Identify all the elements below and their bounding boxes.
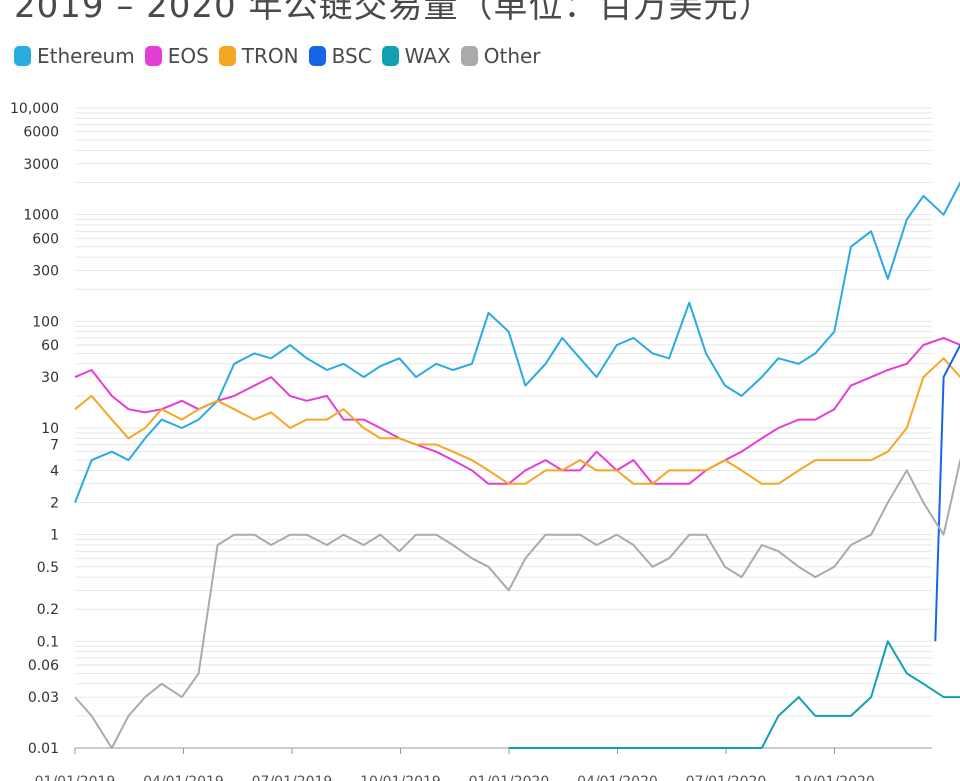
legend-label: WAX [404, 44, 451, 68]
legend-label: Other [483, 44, 541, 68]
legend-swatch [144, 46, 162, 66]
x-tick-label: 04/01/2019 [143, 774, 224, 781]
legend-label: Ethereum [37, 44, 135, 68]
legend-item-wax[interactable]: WAX [381, 44, 451, 68]
x-tick-label: 07/01/2019 [252, 774, 333, 781]
y-tick-label: 4 [50, 463, 59, 479]
y-tick-label: 2 [50, 496, 59, 512]
legend-swatch [381, 46, 399, 66]
y-tick-label: 0.2 [37, 602, 59, 618]
legend-item-ethereum[interactable]: Ethereum [14, 44, 135, 68]
series-line-wax [508, 640, 960, 749]
y-tick-label: 1000 [23, 208, 59, 224]
y-tick-label: 3000 [23, 157, 59, 173]
legend-item-tron[interactable]: TRON [218, 44, 299, 68]
y-tick-label: 0.03 [28, 690, 59, 706]
y-tick-label: 1 [50, 528, 59, 544]
x-tick-label: 01/01/2020 [469, 774, 550, 781]
legend-label: TRON [241, 44, 299, 68]
legend-swatch [218, 46, 236, 66]
x-tick-label: 01/01/2019 [35, 774, 116, 781]
series-line-ethereum [74, 181, 960, 503]
legend-item-other[interactable]: Other [460, 44, 541, 68]
series-line-other [74, 458, 960, 749]
legend-swatch [460, 46, 478, 66]
x-tick-label: 07/01/2020 [686, 774, 767, 781]
x-tick-label: 10/01/2019 [360, 774, 441, 781]
y-tick-label: 300 [32, 263, 59, 279]
y-tick-label: 10 [41, 421, 59, 437]
y-tick-label: 0.06 [28, 658, 59, 674]
y-tick-label: 100 [32, 314, 59, 330]
x-tick-label: 10/01/2020 [794, 774, 875, 781]
legend-label: EOS [167, 44, 209, 68]
legend-item-eos[interactable]: EOS [144, 44, 209, 68]
x-axis: 01/01/2019 04/01/2019 07/01/2019 10/01/2019… [35, 747, 932, 781]
y-tick-label: 600 [32, 231, 59, 247]
y-tick-label: 7 [50, 438, 59, 454]
y-tick-label: 0.5 [37, 560, 59, 576]
legend-swatch [14, 46, 31, 66]
y-axis: 10,000 6000 3000 1000 600 300 100 60 30 107 4 2 1 0.5… [10, 101, 59, 757]
y-tick-label: 6000 [23, 125, 59, 141]
y-tick-label: 0.01 [28, 741, 59, 757]
y-tick-label: 0.1 [37, 634, 59, 650]
y-tick-label: 10,000 [10, 101, 59, 117]
legend-swatch [308, 46, 326, 66]
series-line-tron [74, 357, 960, 485]
legend: Ethereum EOS TRON BSC WAX Other [14, 44, 551, 68]
legend-label: BSC [331, 44, 372, 68]
series-line-bsc [934, 344, 960, 642]
x-tick-label: 04/01/2020 [577, 774, 658, 781]
y-tick-label: 30 [41, 370, 59, 386]
chart-title: 2019 – 2020 年公链交易量（单位：百万美元） [14, 0, 774, 26]
y-tick-label: 60 [41, 338, 59, 354]
grid [75, 107, 932, 749]
legend-item-bsc[interactable]: BSC [308, 44, 372, 68]
